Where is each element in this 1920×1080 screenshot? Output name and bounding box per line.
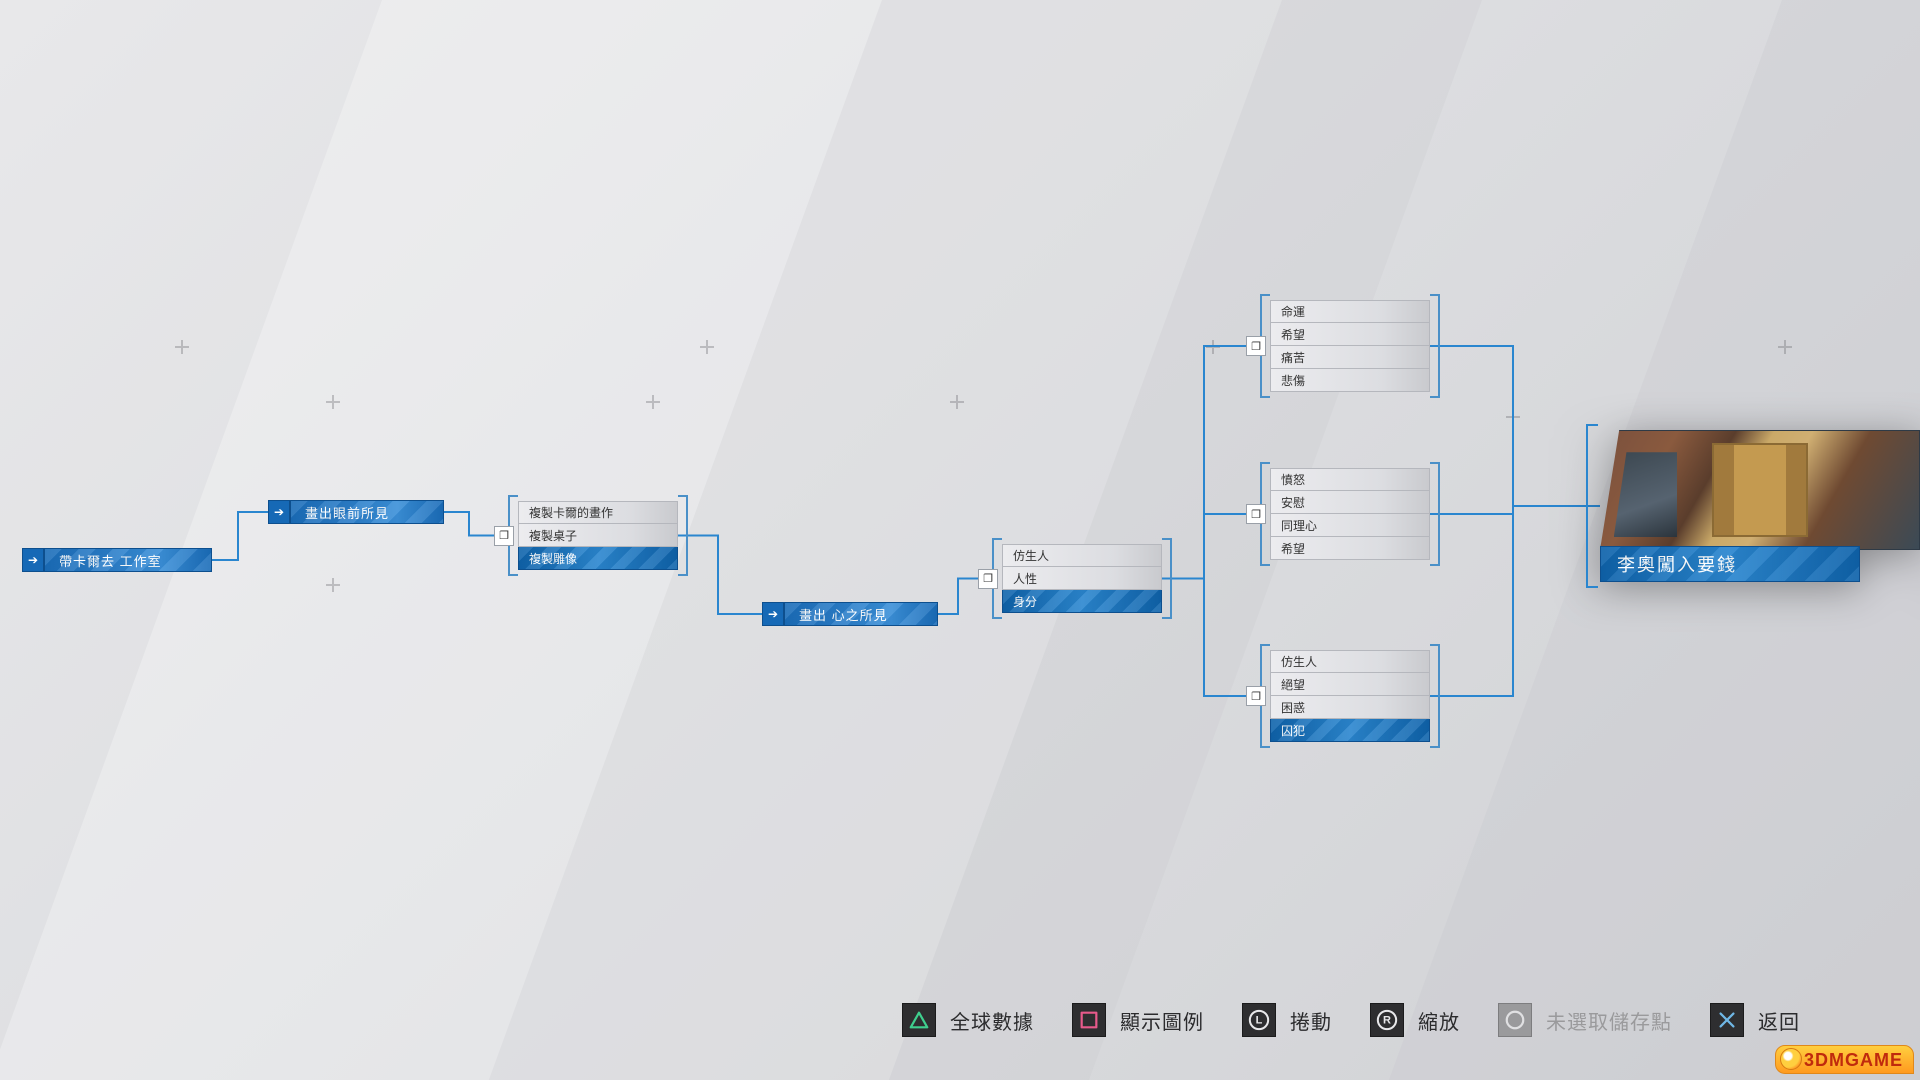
watermark: 3DMGAME <box>1775 1045 1914 1074</box>
choice-option[interactable]: 憤怒 <box>1270 468 1430 491</box>
choice-option[interactable]: 仿生人 <box>1270 650 1430 673</box>
button-label: 縮放 <box>1418 1006 1460 1035</box>
flow-choice-branch-b[interactable]: ❐ 憤怒安慰同理心希望 <box>1270 468 1430 560</box>
legend-button[interactable]: 顯示圖例 <box>1072 1003 1204 1037</box>
L-icon: L <box>1242 1003 1276 1037</box>
flow-choice-branch-a[interactable]: ❐ 命運希望痛苦悲傷 <box>1270 300 1430 392</box>
branch-icon: ❐ <box>978 569 998 589</box>
svg-text:L: L <box>1256 1015 1263 1027</box>
scene-caption: 李奧闖入要錢 <box>1600 546 1860 582</box>
cross-icon <box>1710 1003 1744 1037</box>
choice-option[interactable]: 困惑 <box>1270 696 1430 719</box>
choice-option[interactable]: 希望 <box>1270 537 1430 560</box>
choice-option[interactable]: 希望 <box>1270 323 1430 346</box>
svg-text:R: R <box>1383 1015 1391 1027</box>
scene-thumbnail <box>1600 430 1920 550</box>
flow-node-scene[interactable]: 李奧闖入要錢 <box>1600 430 1920 582</box>
arrow-right-icon: ➔ <box>22 548 44 572</box>
branch-icon: ❐ <box>1246 336 1266 356</box>
choice-option[interactable]: 複製卡爾的畫作 <box>518 501 678 524</box>
button-label: 未選取儲存點 <box>1546 1006 1672 1035</box>
choice-option[interactable]: 複製雕像 <box>518 547 678 570</box>
branch-icon: ❐ <box>494 526 514 546</box>
flow-choice-theme[interactable]: ❐ 仿生人人性身分 <box>1002 544 1162 613</box>
circle-icon <box>1498 1003 1532 1037</box>
triangle-icon <box>902 1003 936 1037</box>
button-label: 全球數據 <box>950 1006 1034 1035</box>
choice-option[interactable]: 複製桌子 <box>518 524 678 547</box>
choice-option[interactable]: 痛苦 <box>1270 346 1430 369</box>
global-button[interactable]: 全球數據 <box>902 1003 1034 1037</box>
choice-option[interactable]: 囚犯 <box>1270 719 1430 742</box>
choice-option[interactable]: 悲傷 <box>1270 369 1430 392</box>
button-label: 返回 <box>1758 1006 1800 1035</box>
flow-choice-copy[interactable]: ❐ 複製卡爾的畫作複製桌子複製雕像 <box>518 501 678 570</box>
choice-option[interactable]: 同理心 <box>1270 514 1430 537</box>
node-label: 帶卡爾去 工作室 <box>44 548 212 572</box>
choice-option[interactable]: 身分 <box>1002 590 1162 613</box>
arrow-right-icon: ➔ <box>762 602 784 626</box>
choice-option[interactable]: 仿生人 <box>1002 544 1162 567</box>
branch-icon: ❐ <box>1246 686 1266 706</box>
choice-option[interactable]: 人性 <box>1002 567 1162 590</box>
flow-node-draw-seen[interactable]: ➔ 畫出眼前所見 <box>268 500 444 524</box>
button-label: 顯示圖例 <box>1120 1006 1204 1035</box>
choice-option[interactable]: 絕望 <box>1270 673 1430 696</box>
back-button[interactable]: 返回 <box>1710 1003 1800 1037</box>
button-label: 捲動 <box>1290 1006 1332 1035</box>
choice-option[interactable]: 命運 <box>1270 300 1430 323</box>
bottom-button-bar: 全球數據 顯示圖例 L 捲動 R 縮放 未選取儲存點 返回 <box>0 994 1920 1046</box>
node-label: 畫出 心之所見 <box>784 602 938 626</box>
square-icon <box>1072 1003 1106 1037</box>
save-button: 未選取儲存點 <box>1498 1003 1672 1037</box>
arrow-right-icon: ➔ <box>268 500 290 524</box>
flow-node-draw-heart[interactable]: ➔ 畫出 心之所見 <box>762 602 938 626</box>
R-icon: R <box>1370 1003 1404 1037</box>
branch-icon: ❐ <box>1246 504 1266 524</box>
scroll-button[interactable]: L 捲動 <box>1242 1003 1332 1037</box>
flow-choice-branch-c[interactable]: ❐ 仿生人絕望困惑囚犯 <box>1270 650 1430 742</box>
zoom-button[interactable]: R 縮放 <box>1370 1003 1460 1037</box>
choice-option[interactable]: 安慰 <box>1270 491 1430 514</box>
node-label: 畫出眼前所見 <box>290 500 444 524</box>
flow-node-start[interactable]: ➔ 帶卡爾去 工作室 <box>22 548 212 572</box>
